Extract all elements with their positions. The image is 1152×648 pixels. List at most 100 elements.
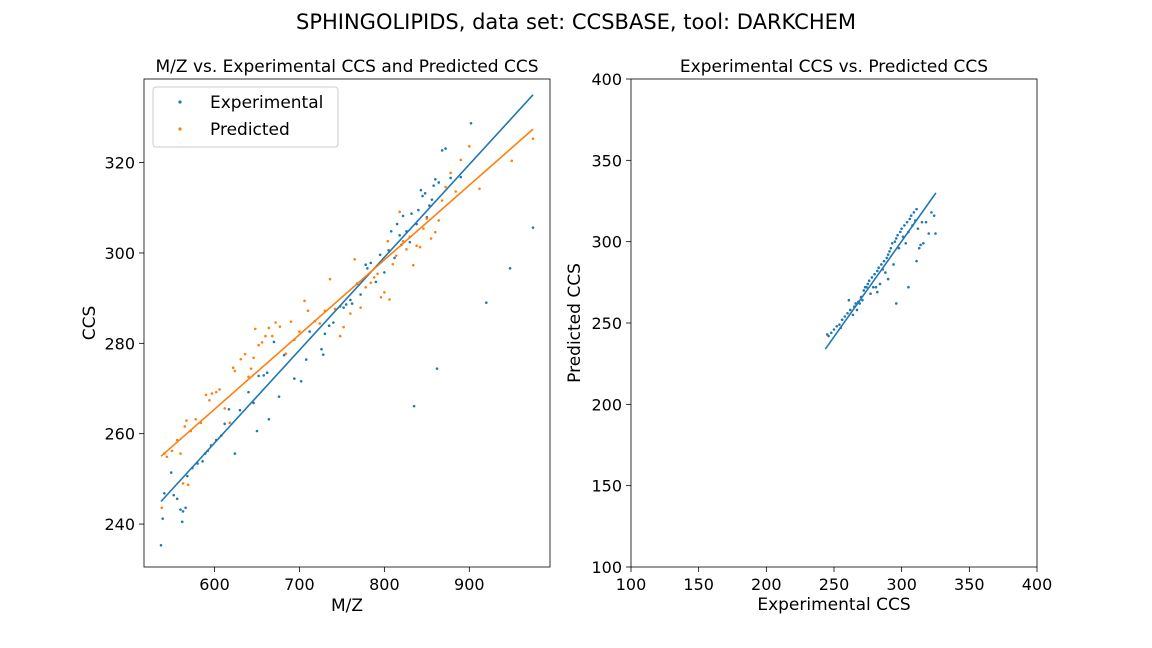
data-point bbox=[410, 212, 413, 215]
data-point bbox=[510, 159, 514, 163]
data-point bbox=[437, 181, 441, 184]
data-point bbox=[350, 302, 354, 305]
data-point bbox=[459, 175, 463, 179]
data-point bbox=[432, 184, 435, 187]
y-tick-label: 150 bbox=[591, 477, 622, 496]
y-tick-label: 260 bbox=[104, 425, 135, 444]
data-point bbox=[924, 220, 928, 224]
data-point bbox=[867, 279, 871, 283]
data-point bbox=[395, 222, 399, 226]
data-point bbox=[429, 237, 433, 240]
data-point bbox=[888, 250, 891, 253]
data-point bbox=[327, 324, 331, 328]
data-point bbox=[304, 358, 308, 361]
plot-frame bbox=[143, 78, 551, 568]
data-point bbox=[289, 320, 293, 323]
y-tick-label: 200 bbox=[591, 395, 622, 414]
y-axis-label: CCS bbox=[80, 306, 100, 341]
data-point bbox=[272, 340, 276, 344]
data-point bbox=[210, 392, 214, 395]
legend-box bbox=[152, 86, 339, 148]
data-point bbox=[932, 214, 936, 217]
data-point bbox=[905, 220, 909, 224]
data-point bbox=[876, 269, 879, 273]
data-point bbox=[892, 263, 895, 266]
data-point bbox=[398, 210, 401, 214]
data-point bbox=[908, 217, 912, 221]
plot-frame bbox=[630, 78, 1038, 568]
y-tick-label: 300 bbox=[591, 233, 622, 252]
data-point bbox=[372, 276, 376, 279]
data-point bbox=[262, 374, 266, 377]
data-point bbox=[484, 301, 488, 304]
data-point bbox=[257, 343, 260, 347]
data-point bbox=[531, 137, 535, 140]
data-point bbox=[884, 271, 887, 274]
data-point bbox=[218, 388, 221, 391]
y-tick-label: 320 bbox=[104, 154, 135, 173]
data-point bbox=[434, 178, 437, 181]
data-point bbox=[342, 325, 345, 329]
data-point bbox=[919, 243, 922, 247]
fit-lines bbox=[160, 94, 534, 503]
data-point bbox=[846, 311, 849, 315]
data-point bbox=[423, 192, 427, 195]
data-point bbox=[374, 280, 378, 284]
data-point bbox=[181, 510, 185, 513]
data-point bbox=[916, 227, 920, 230]
y-tick-label: 350 bbox=[591, 151, 622, 170]
chart-exp-vs-pred: Experimental CCS vs. Predicted CCS 100 15… bbox=[565, 57, 1052, 615]
data-point bbox=[897, 246, 901, 250]
data-point bbox=[277, 395, 281, 398]
data-point bbox=[434, 230, 437, 234]
data-point bbox=[383, 290, 386, 294]
data-point bbox=[332, 321, 335, 324]
data-point bbox=[228, 421, 232, 425]
data-point bbox=[247, 390, 250, 394]
data-point bbox=[328, 277, 332, 281]
data-point bbox=[364, 263, 367, 267]
data-point bbox=[349, 312, 352, 315]
data-point bbox=[308, 330, 311, 333]
data-point bbox=[214, 390, 218, 394]
chart-title: Experimental CCS vs. Predicted CCS bbox=[680, 57, 988, 77]
data-point bbox=[401, 214, 405, 218]
data-point bbox=[267, 326, 271, 330]
data-point bbox=[855, 308, 859, 312]
data-point bbox=[321, 353, 325, 356]
x-axis-label: M/Z bbox=[331, 596, 363, 616]
data-point bbox=[184, 506, 187, 510]
data-point bbox=[186, 474, 189, 478]
data-point bbox=[298, 330, 301, 333]
data-point bbox=[369, 261, 373, 265]
data-point bbox=[851, 313, 855, 317]
data-point bbox=[201, 459, 204, 463]
legend-label-predicted: Predicted bbox=[210, 120, 290, 140]
fit-line bbox=[160, 94, 534, 503]
data-point bbox=[459, 158, 463, 162]
data-point bbox=[444, 185, 447, 189]
fit-line bbox=[824, 192, 937, 350]
data-point bbox=[862, 289, 866, 292]
data-point bbox=[827, 334, 830, 338]
data-point bbox=[223, 407, 226, 410]
data-point bbox=[208, 398, 211, 402]
data-point bbox=[869, 292, 872, 296]
data-point bbox=[449, 176, 452, 180]
data-point bbox=[922, 241, 925, 245]
data-point bbox=[183, 425, 187, 428]
data-point bbox=[186, 483, 190, 487]
data-point bbox=[873, 272, 876, 276]
data-point bbox=[889, 246, 893, 250]
data-point bbox=[159, 544, 163, 547]
data-point bbox=[874, 285, 878, 289]
data-point bbox=[194, 417, 198, 421]
x-axis-ticks: 600 700 800 900 bbox=[199, 567, 485, 594]
data-point bbox=[865, 285, 868, 289]
data-point bbox=[885, 256, 889, 260]
y-tick-label: 400 bbox=[591, 70, 622, 89]
x-tick-label: 200 bbox=[751, 575, 782, 594]
data-point bbox=[323, 332, 327, 336]
data-points bbox=[825, 207, 937, 338]
data-point bbox=[181, 482, 185, 485]
